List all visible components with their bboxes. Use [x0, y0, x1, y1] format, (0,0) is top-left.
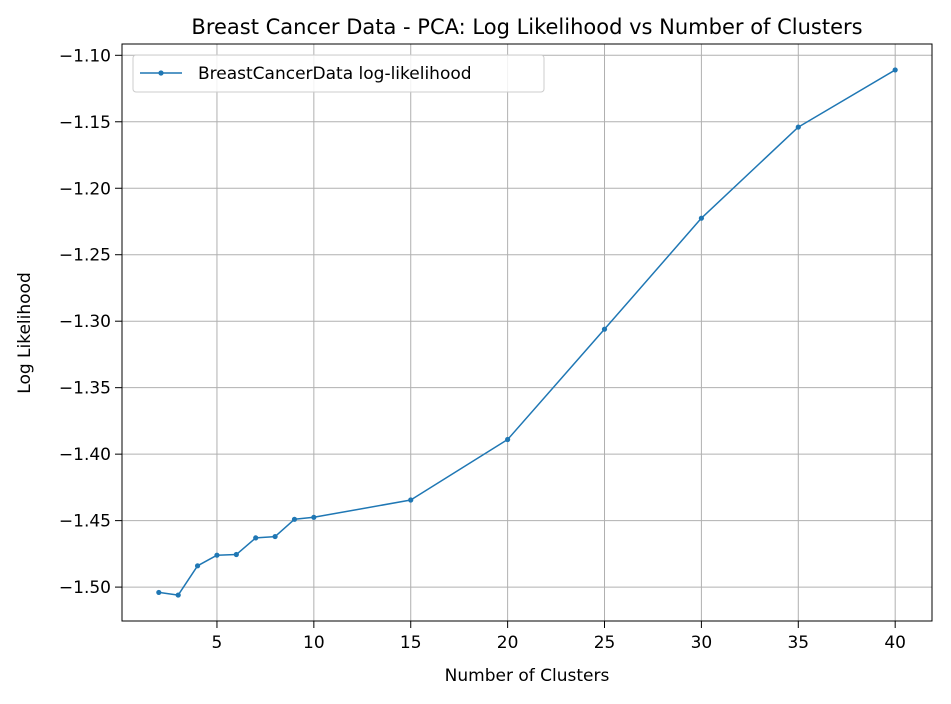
y-tick-label: −1.25	[59, 246, 111, 266]
y-tick-label: −1.40	[59, 445, 111, 465]
y-tick-label: −1.45	[59, 512, 111, 532]
y-tick-label: −1.30	[59, 312, 111, 332]
x-tick-label: 10	[303, 633, 325, 653]
data-point	[272, 533, 278, 540]
y-tick-label: −1.35	[59, 379, 111, 399]
x-tick-label: 30	[691, 633, 713, 653]
x-axis-label: Number of Clusters	[445, 666, 610, 686]
legend: BreastCancerData log-likelihood	[132, 54, 545, 93]
legend-box	[132, 54, 545, 93]
data-point	[194, 563, 201, 569]
y-tick-label: −1.20	[59, 179, 111, 199]
data-point	[892, 67, 898, 73]
series-layer	[156, 67, 898, 598]
y-tick-label: −1.10	[59, 46, 111, 66]
legend-marker-sample	[158, 70, 164, 76]
data-point	[795, 124, 801, 130]
data-point	[698, 215, 705, 221]
data-point	[408, 497, 414, 503]
series-line	[158, 69, 896, 596]
y-tick-label: −1.50	[59, 578, 111, 598]
data-point	[291, 516, 298, 522]
grid	[122, 44, 932, 621]
data-point	[505, 436, 511, 443]
data-point	[233, 551, 239, 558]
data-point	[214, 552, 220, 558]
y-axis-label: Log Likelihood	[15, 272, 35, 393]
data-point	[601, 326, 608, 332]
x-tick-label: 15	[400, 633, 422, 653]
data-point	[311, 514, 317, 520]
data-point	[156, 589, 162, 596]
chart-title: Breast Cancer Data - PCA: Log Likelihood…	[191, 15, 862, 39]
x-tick-label: 25	[594, 633, 616, 653]
data-point	[253, 535, 259, 541]
x-tick-label: 20	[497, 633, 519, 653]
data-point	[175, 592, 181, 598]
y-tick-label: −1.15	[59, 113, 111, 133]
axis-ticks: 5 10 15 20 25 30 35 40 −1.50 −1.45 −1.40 −1.35 −1.30…	[59, 46, 906, 653]
x-tick-label: 35	[787, 633, 809, 653]
legend-label: BreastCancerData log-likelihood	[198, 64, 472, 84]
plot-frame	[121, 43, 933, 622]
x-tick-label: 5	[212, 633, 223, 653]
x-tick-label: 40	[884, 633, 906, 653]
